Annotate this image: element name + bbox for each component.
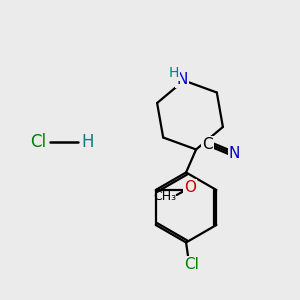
Text: Cl: Cl (184, 257, 199, 272)
Text: Cl: Cl (30, 133, 46, 151)
Text: O: O (184, 181, 196, 196)
Text: C: C (202, 137, 212, 152)
Text: N: N (176, 72, 188, 87)
Text: H: H (82, 133, 94, 151)
Text: CH₃: CH₃ (153, 190, 176, 203)
Text: N: N (229, 146, 240, 161)
Text: H: H (169, 65, 179, 80)
